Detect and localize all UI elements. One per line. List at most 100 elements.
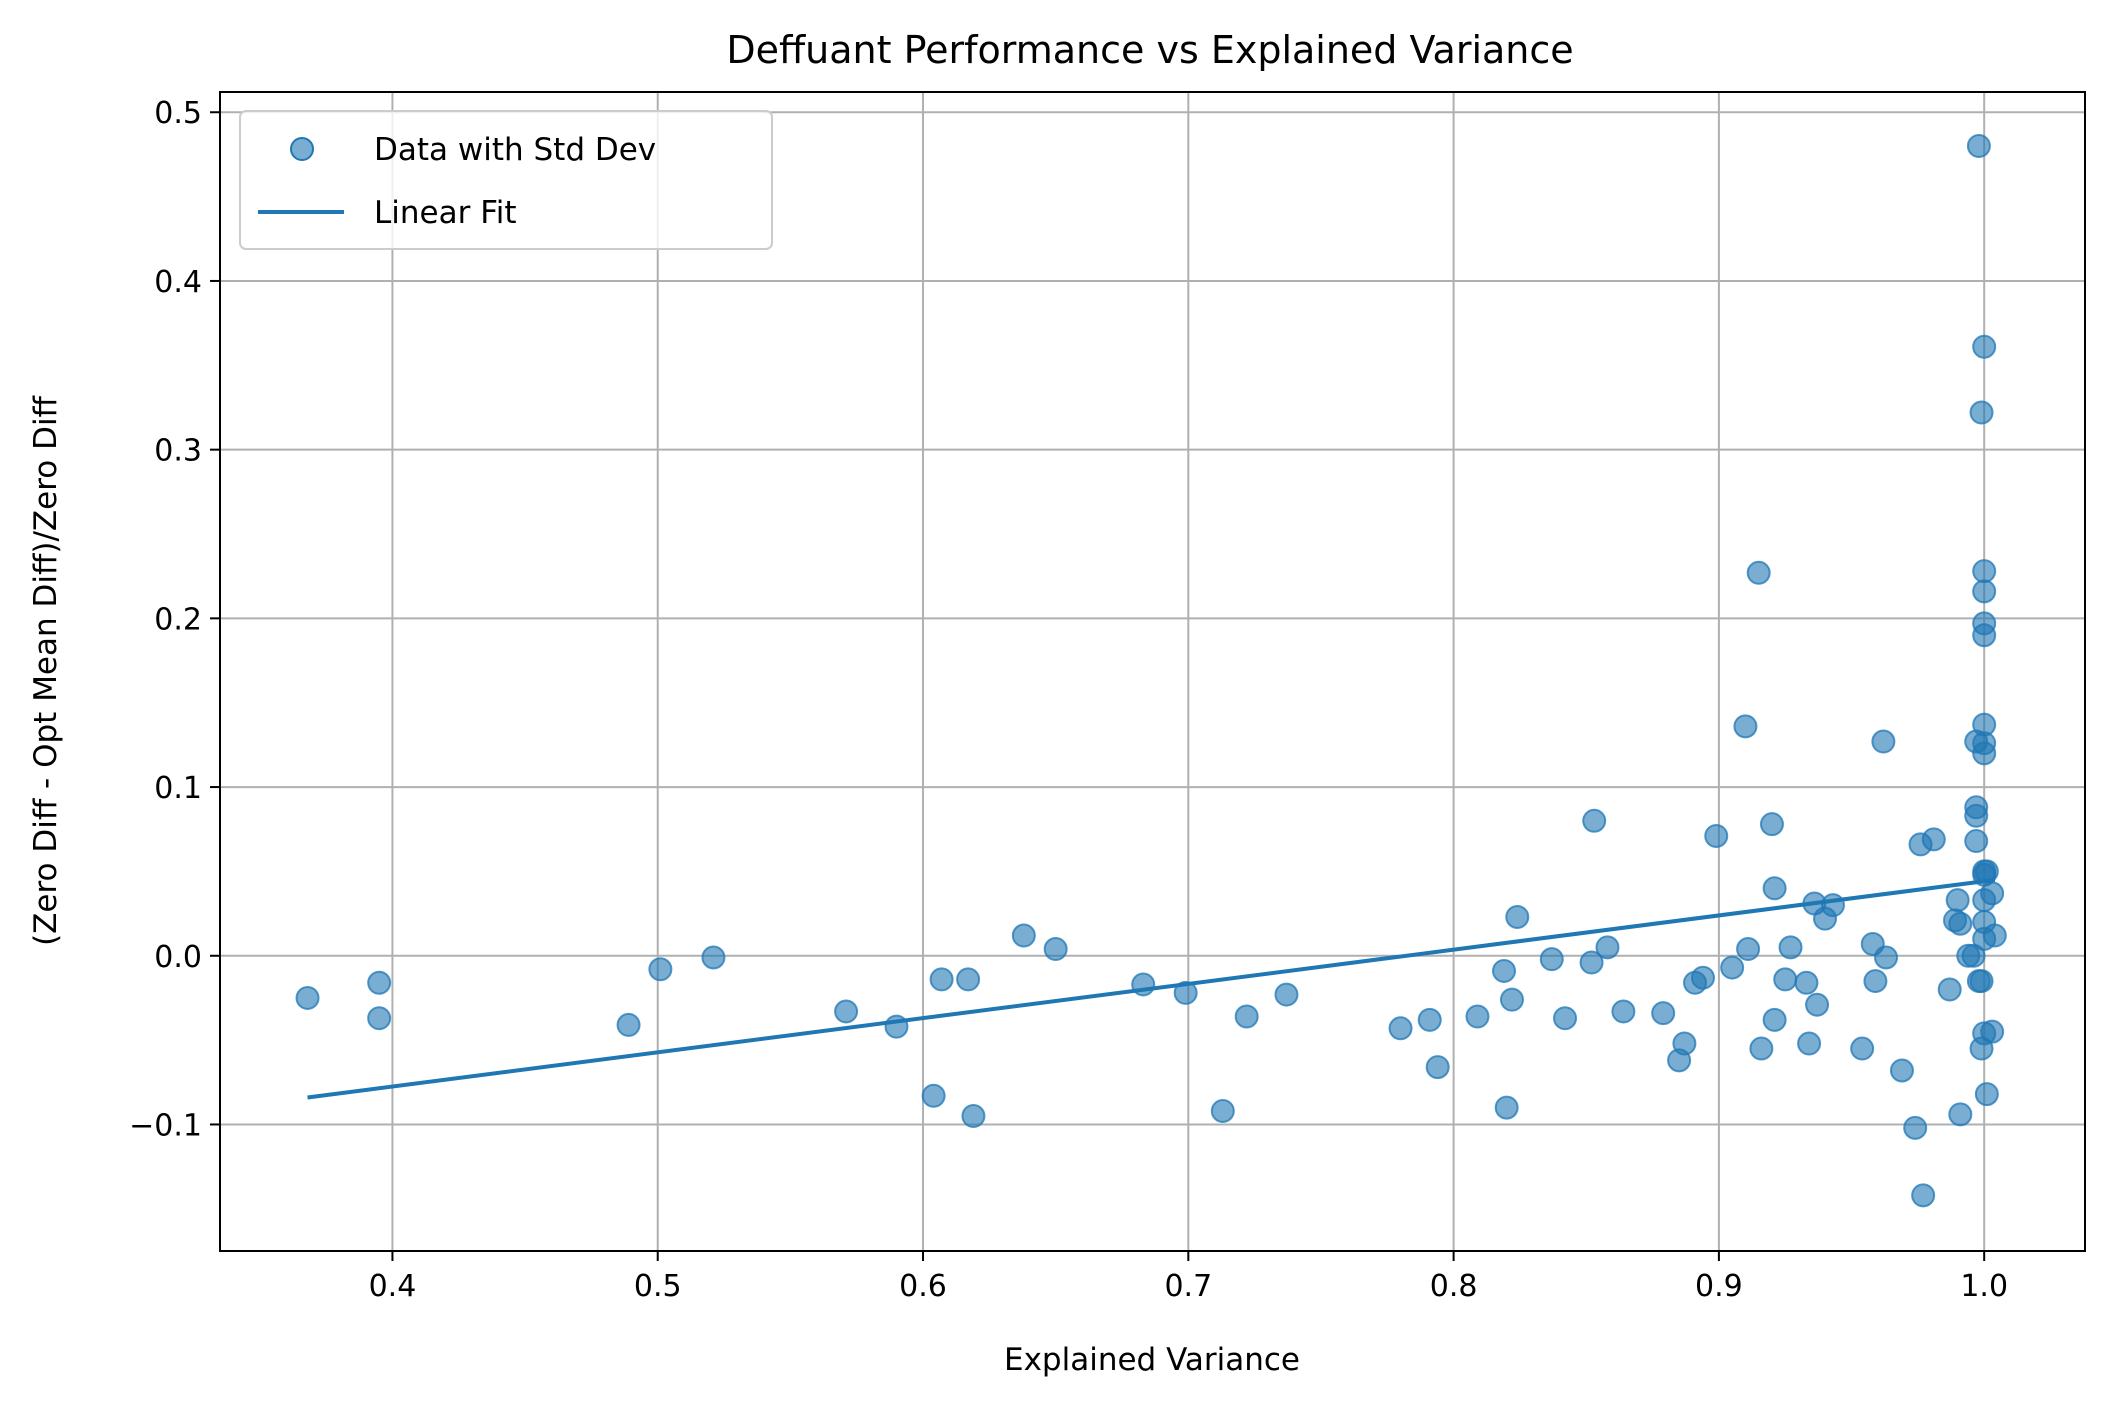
data-point [1595,935,1620,960]
x-tick-label: 1.0 [1960,1269,2008,1304]
data-point [1736,937,1761,962]
scatter-points [295,133,2007,1208]
linear-fit [307,877,1996,1100]
data-point [1173,980,1198,1005]
data-point [1794,970,1819,995]
data-point [1499,987,1524,1012]
data-point [1611,999,1636,1024]
data-point [1972,741,1997,766]
chart-title: Deffuant Performance vs Explained Varian… [726,28,1573,72]
x-tick-label: 0.8 [1430,1269,1478,1304]
data-point [1234,1004,1259,1029]
data-point [1874,945,1899,970]
y-tick-label: 0.0 [154,940,202,975]
x-tick-label: 0.6 [899,1269,947,1304]
data-point [1948,911,1973,936]
data-point [1911,1183,1936,1208]
y-tick-label: 0.2 [154,602,202,637]
data-point [648,957,673,982]
data-point [1972,579,1997,604]
data-point [1964,829,1989,854]
data-point [1704,823,1729,848]
data-point [1863,969,1888,994]
data-point [1553,1006,1578,1031]
data-point [1871,729,1896,754]
data-point [1980,1019,2005,1044]
legend-box [239,110,773,250]
data-point [1974,1082,1999,1107]
data-point [1969,400,1994,425]
data-point [1948,1102,1973,1127]
data-point [367,970,392,995]
data-point [1505,904,1530,929]
data-point [834,999,859,1024]
x-axis-ticks: 0.4 0.5 0.6 0.7 0.8 0.9 1.0 [369,1251,2008,1304]
data-point [1582,808,1607,833]
data-point [1964,803,1989,828]
legend-label-line: Linear Fit [374,195,517,231]
data-point [1651,1001,1676,1026]
data-point [616,1012,641,1037]
data-point [1274,982,1299,1007]
data-point [1733,714,1758,739]
data-point [1945,888,1970,913]
data-point [1388,1016,1413,1041]
data-point [1969,969,1994,994]
plot-frame [219,91,2086,1252]
y-axis-label: (Zero Diff - Opt Mean Diff)/Zero Diff [28,395,64,945]
data-point [1425,1055,1450,1080]
data-point [1762,876,1787,901]
legend-marker-scatter [290,137,314,161]
x-tick-label: 0.4 [369,1269,417,1304]
data-point [1759,812,1784,837]
data-point [1720,955,1745,980]
y-tick-label: 0.3 [154,434,202,469]
fit-line [307,877,1996,1100]
data-point [701,945,726,970]
data-point [1011,923,1036,948]
y-tick-label: 0.1 [154,771,202,806]
data-point [1492,958,1517,983]
x-axis-label: Explained Variance [1004,1342,1300,1378]
data-point [1672,1031,1697,1056]
data-point [295,985,320,1010]
x-tick-label: 0.5 [634,1269,682,1304]
data-point [929,967,954,992]
data-point [1805,992,1830,1017]
data-point [1494,1095,1519,1120]
data-point [1961,943,1986,968]
data-point [1210,1098,1235,1123]
data-point [1043,937,1068,962]
data-point [1746,560,1771,585]
legend-label-scatter: Data with Std Dev [374,132,656,168]
data-point [1972,559,1997,584]
data-point [1539,947,1564,972]
data-point [1690,965,1715,990]
data-point [1417,1007,1442,1032]
legend: Data with Std Dev Linear Fit [239,110,773,250]
data-point [1921,827,1946,852]
data-point [1937,977,1962,1002]
data-point [1762,1007,1787,1032]
data-point [1749,1036,1774,1061]
data-point [1972,623,1997,648]
data-point [1980,881,2005,906]
data-point [1579,950,1604,975]
data-point [1820,893,1845,918]
y-tick-label: 0.4 [154,265,202,300]
data-point [367,1006,392,1031]
x-tick-label: 0.9 [1695,1269,1743,1304]
x-tick-label: 0.7 [1164,1269,1212,1304]
y-tick-label: −0.1 [129,1108,202,1143]
data-point [1903,1115,1928,1140]
data-point [1797,1031,1822,1056]
data-point [956,967,981,992]
data-point [1889,1058,1914,1083]
data-point [1465,1004,1490,1029]
data-point [921,1083,946,1108]
data-point [1778,935,1803,960]
data-point [1850,1036,1875,1061]
y-axis-ticks: −0.1 0.0 0.1 0.2 0.3 0.4 0.5 [129,96,220,1143]
y-tick-label: 0.5 [154,96,202,131]
